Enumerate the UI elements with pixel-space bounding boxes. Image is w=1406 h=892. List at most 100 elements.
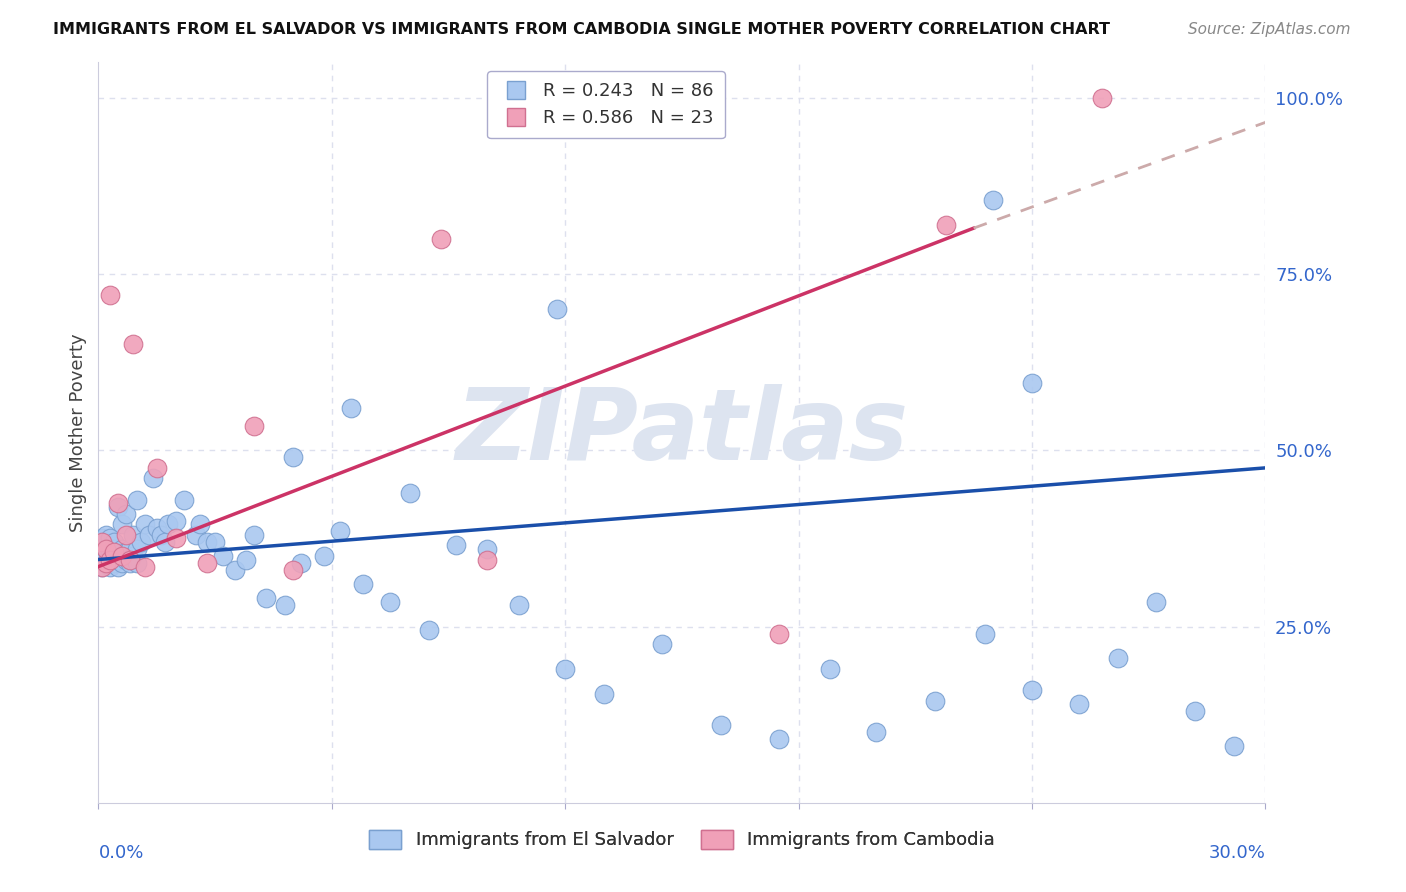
Point (96, 528, 118, 542)
Point (96, 556, 118, 570)
Point (165, 514, 187, 528)
Point (129, 535, 152, 549)
Text: 30.0%: 30.0% (1209, 844, 1265, 862)
Point (508, 599, 530, 613)
Point (114, 507, 136, 521)
Point (122, 337, 145, 351)
Point (103, 556, 125, 570)
Point (418, 623, 440, 637)
Point (98, 552, 121, 566)
Point (329, 524, 352, 539)
Point (98, 545, 121, 559)
Point (153, 535, 176, 549)
Point (235, 552, 257, 566)
Point (111, 541, 134, 556)
Point (122, 528, 145, 542)
Point (142, 471, 165, 485)
Point (981, 193, 1004, 207)
Point (477, 541, 499, 556)
Point (111, 517, 134, 532)
Point (127, 492, 149, 507)
Point (1091, 91, 1114, 105)
Point (91, 545, 114, 559)
Point (146, 521, 169, 535)
Point (281, 563, 304, 577)
Point (935, 218, 957, 232)
Point (1021, 683, 1043, 698)
Point (98, 559, 121, 574)
Point (134, 517, 156, 532)
Point (398, 485, 420, 500)
Point (554, 662, 576, 676)
Point (107, 559, 129, 574)
Point (114, 545, 136, 559)
Point (188, 517, 211, 532)
Point (312, 549, 335, 563)
Point (149, 528, 172, 542)
Point (118, 552, 141, 566)
Point (446, 538, 468, 552)
Point (98, 288, 121, 302)
Point (1223, 739, 1246, 754)
Point (146, 461, 169, 475)
Point (865, 725, 887, 739)
Point (1021, 376, 1043, 391)
Text: ZIPatlas: ZIPatlas (456, 384, 908, 481)
Point (352, 577, 374, 591)
Point (1067, 697, 1090, 711)
Point (1107, 651, 1129, 665)
Point (974, 626, 997, 640)
Point (107, 500, 129, 514)
Point (96, 535, 118, 549)
Point (111, 549, 134, 563)
Point (118, 556, 141, 570)
Point (243, 528, 266, 542)
Point (127, 556, 149, 570)
Point (114, 552, 136, 566)
Point (1184, 704, 1206, 718)
Point (157, 517, 180, 532)
Point (103, 541, 125, 556)
Point (111, 549, 134, 563)
Point (118, 541, 141, 556)
Point (96, 541, 118, 556)
Point (96, 556, 118, 570)
Point (91, 532, 114, 546)
Point (818, 662, 841, 676)
Point (768, 732, 790, 747)
Y-axis label: Single Mother Poverty: Single Mother Poverty (69, 334, 87, 532)
Point (546, 302, 568, 317)
Point (134, 559, 156, 574)
Point (224, 563, 246, 577)
Point (127, 541, 149, 556)
Point (138, 528, 160, 542)
Point (122, 549, 145, 563)
Point (103, 535, 125, 549)
Point (212, 549, 235, 563)
Point (184, 528, 207, 542)
Point (254, 591, 277, 606)
Point (204, 535, 226, 549)
Point (91, 538, 114, 552)
Point (114, 528, 136, 542)
Point (96, 549, 118, 563)
Point (290, 556, 312, 570)
Point (165, 532, 187, 546)
Point (103, 545, 125, 559)
Point (91, 535, 114, 549)
Point (96, 541, 118, 556)
Point (195, 556, 218, 570)
Text: Source: ZipAtlas.com: Source: ZipAtlas.com (1188, 22, 1351, 37)
Text: IMMIGRANTS FROM EL SALVADOR VS IMMIGRANTS FROM CAMBODIA SINGLE MOTHER POVERTY CO: IMMIGRANTS FROM EL SALVADOR VS IMMIGRANT… (53, 22, 1111, 37)
Point (98, 538, 121, 552)
Point (107, 552, 129, 566)
Point (710, 718, 733, 732)
Point (924, 693, 946, 707)
Point (173, 492, 195, 507)
Legend: Immigrants from El Salvador, Immigrants from Cambodia: Immigrants from El Salvador, Immigrants … (361, 823, 1002, 856)
Point (281, 450, 304, 465)
Point (103, 549, 125, 563)
Point (91, 559, 114, 574)
Point (380, 595, 402, 609)
Point (340, 401, 363, 415)
